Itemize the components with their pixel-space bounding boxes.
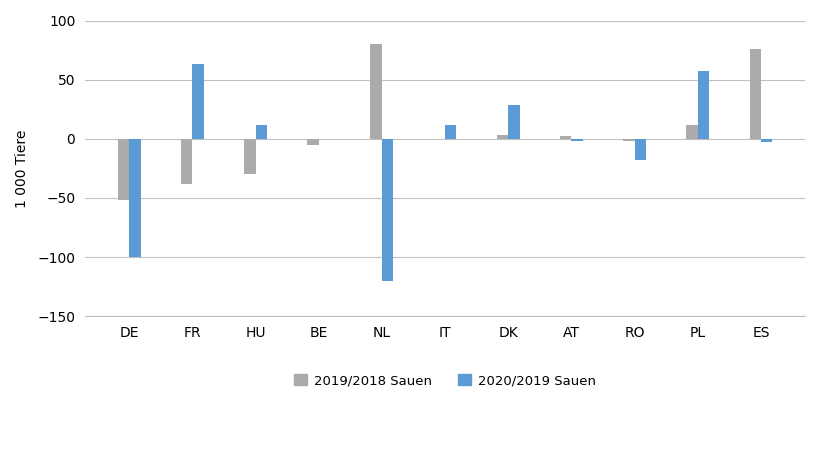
Bar [256,124,266,139]
Bar [697,71,708,139]
Bar [622,139,634,141]
Bar [445,124,456,139]
Bar [181,139,192,184]
Legend: 2019/2018 Sauen, 2020/2019 Sauen: 2019/2018 Sauen, 2020/2019 Sauen [288,369,600,393]
Bar [192,64,203,139]
Bar [307,139,319,145]
Bar [559,136,571,139]
Bar [370,44,382,139]
Bar [760,139,771,142]
Bar [129,139,140,257]
Bar [571,139,582,141]
Bar [382,139,393,281]
Bar [244,139,256,174]
Y-axis label: 1 000 Tiere: 1 000 Tiere [15,129,29,207]
Bar [634,139,645,160]
Bar [508,105,519,139]
Bar [749,49,760,139]
Bar [686,124,697,139]
Bar [496,135,508,139]
Bar [118,139,129,201]
